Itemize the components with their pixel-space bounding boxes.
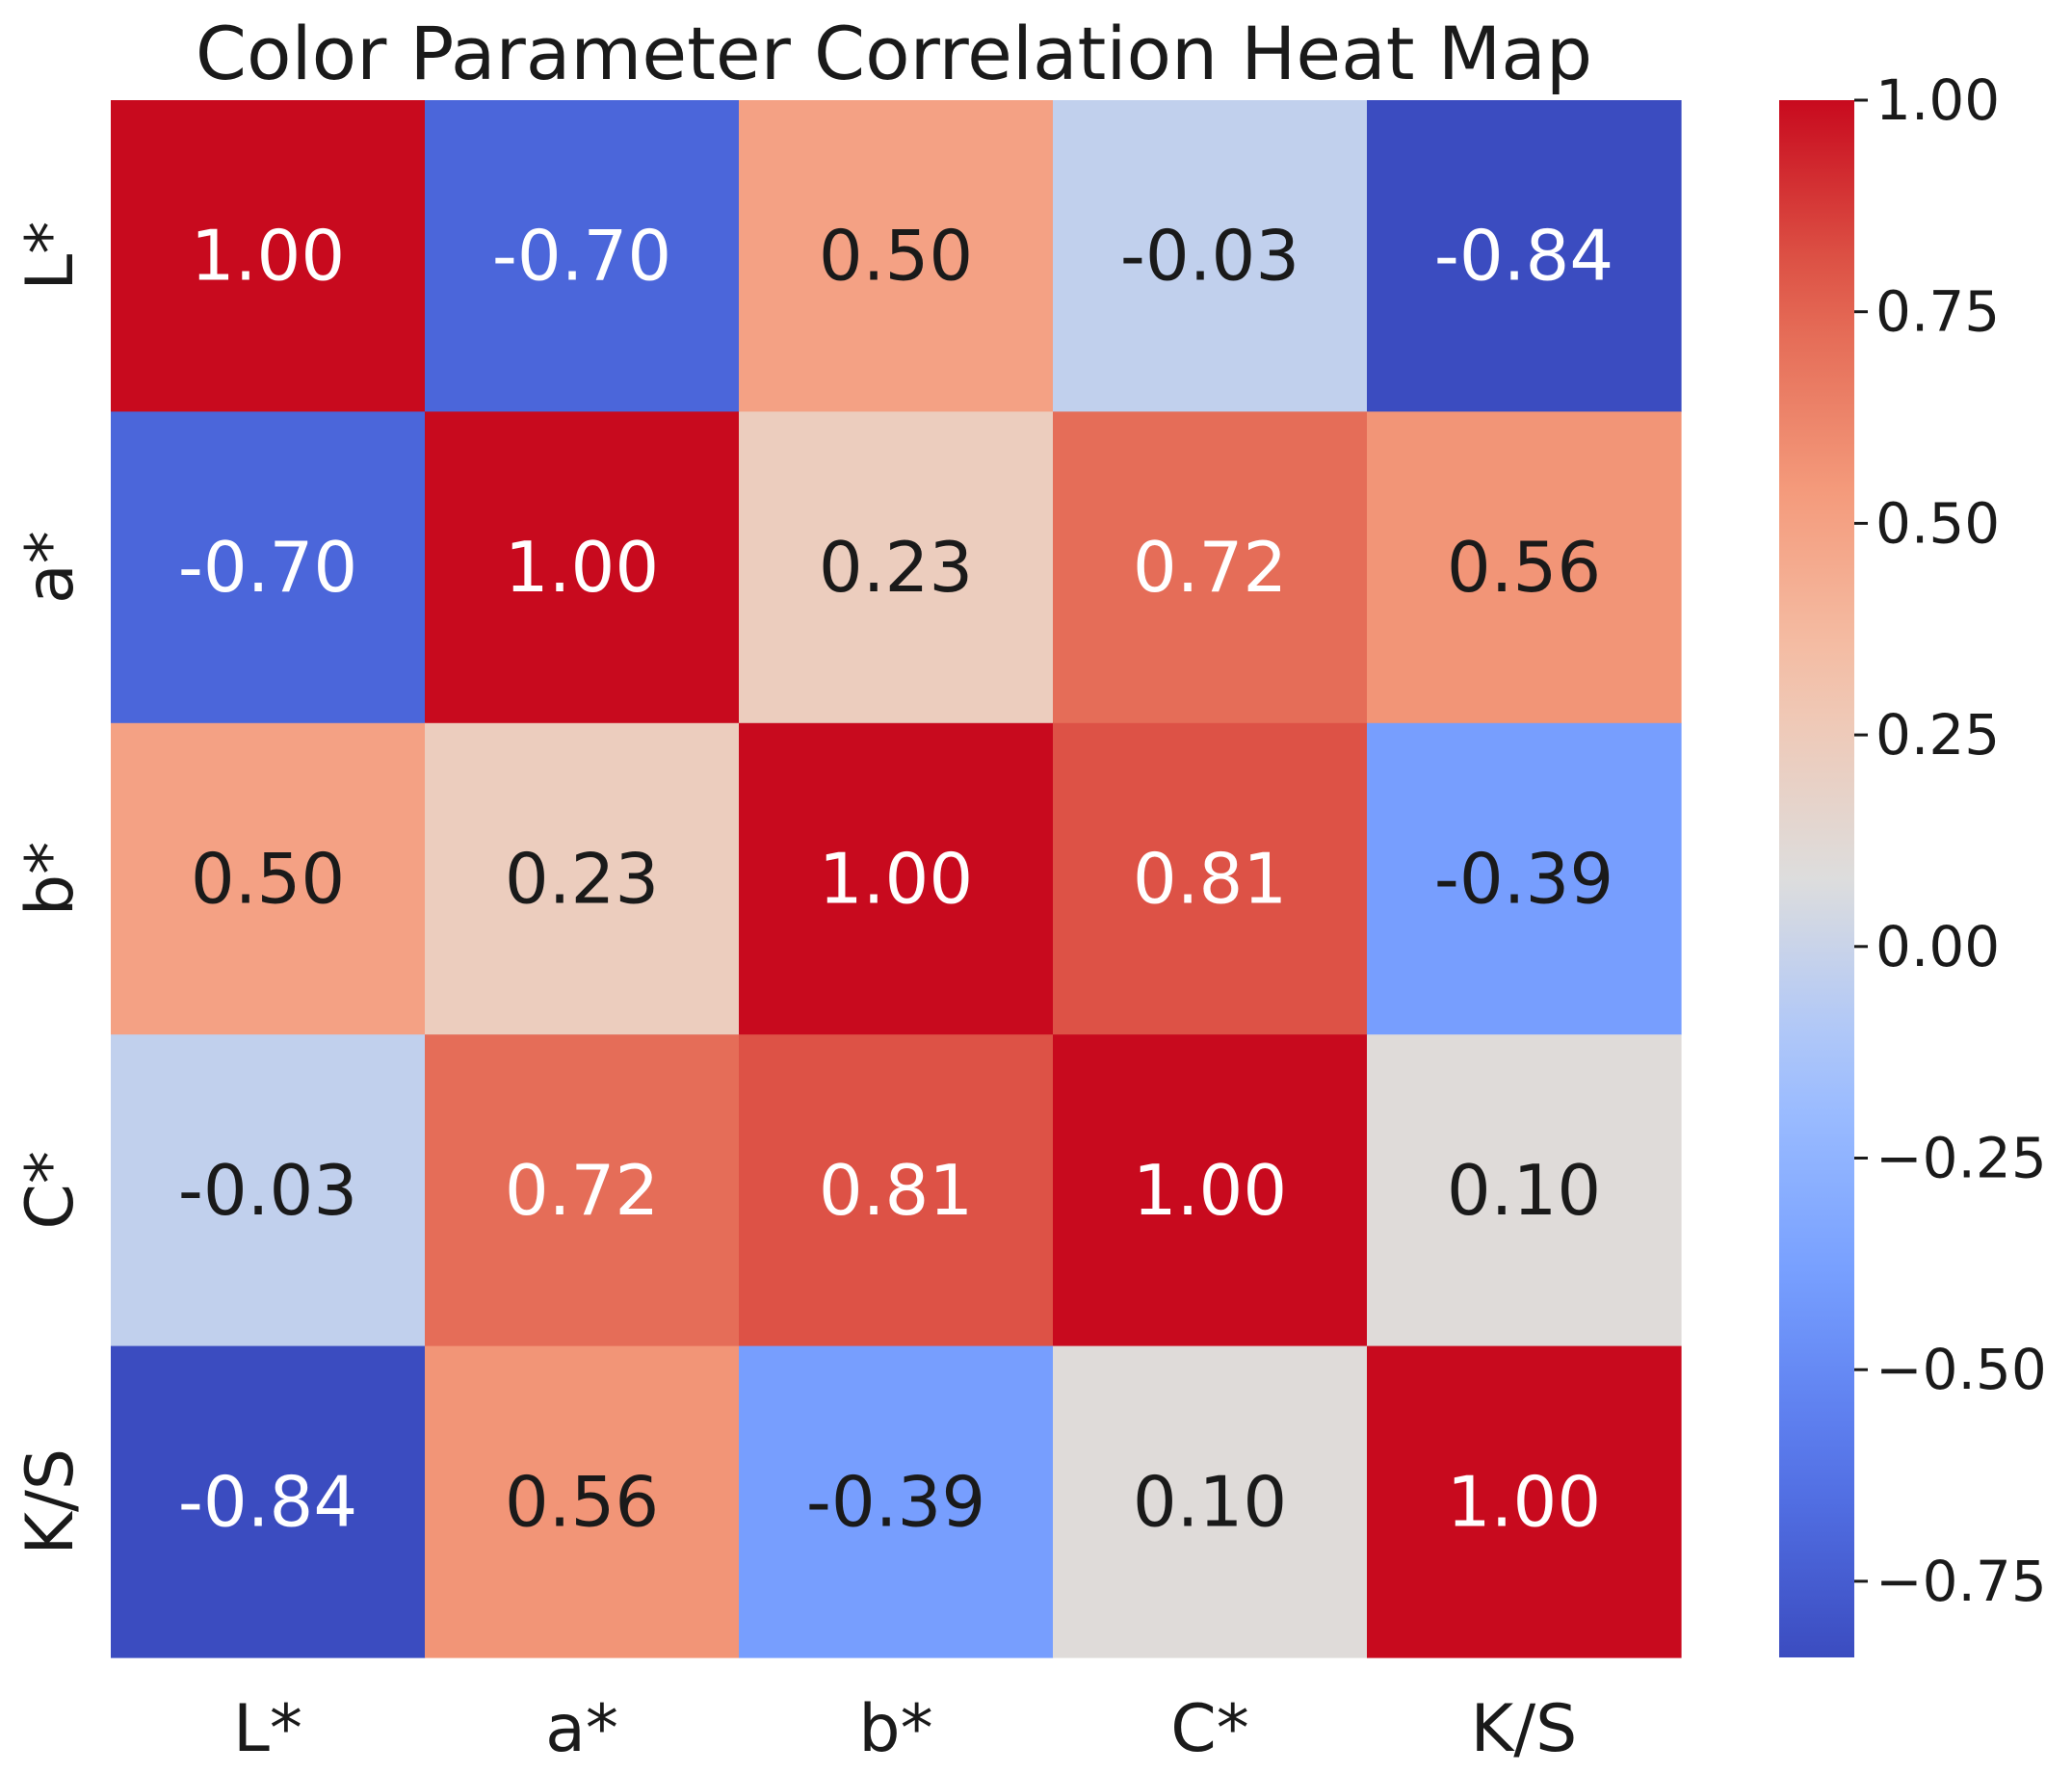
x-tick-label: C* <box>1170 1691 1248 1767</box>
cell-value-label: -0.03 <box>1120 216 1299 297</box>
colorbar-ticks: 1.00 0.75 0.50 0.25 0.00 −0.25 −0.50 −0.75 <box>1854 67 2047 1614</box>
heatmap-value-labels: 1.00 -0.70 0.50 -0.03 -0.84 -0.70 1.00 0.23 0.72… <box>178 216 1613 1543</box>
heatmap-cell <box>425 411 740 724</box>
heatmap-cell <box>1053 722 1368 1035</box>
x-tick-label: b* <box>858 1691 932 1767</box>
cell-value-label: 0.50 <box>819 216 973 297</box>
heatmap-cell <box>739 1345 1054 1658</box>
cell-value-label: 1.00 <box>1447 1461 1601 1542</box>
cell-value-label: 0.56 <box>1447 527 1601 608</box>
heatmap-cell <box>111 100 426 412</box>
heatmap-cell <box>425 722 740 1035</box>
cell-value-label: -0.84 <box>1434 216 1613 297</box>
heatmap-cell <box>111 722 426 1035</box>
y-tick-label: K/S <box>13 1448 89 1555</box>
heatmap-cell <box>1053 100 1368 412</box>
cell-value-label: -0.70 <box>178 527 357 608</box>
heatmap-cell <box>1367 411 1682 724</box>
cell-value-label: 0.23 <box>819 527 973 608</box>
y-tick-label: C* <box>13 1151 89 1229</box>
colorbar-tick-label: −0.50 <box>1875 1337 2047 1402</box>
heatmap-cell <box>1053 1345 1368 1658</box>
heatmap-cell <box>425 1034 740 1347</box>
y-tick-label: L* <box>13 222 89 291</box>
heatmap-cell <box>425 1345 740 1658</box>
x-tick-label: a* <box>545 1691 618 1767</box>
heatmap-cell <box>1367 1345 1682 1658</box>
heatmap-cell <box>425 100 740 412</box>
cell-value-label: 0.50 <box>191 839 345 920</box>
cell-value-label: 1.00 <box>1133 1150 1287 1231</box>
x-tick-label: K/S <box>1471 1691 1578 1767</box>
heatmap-cell <box>111 1034 426 1347</box>
heatmap-cell <box>1053 1034 1368 1347</box>
y-axis-tick-labels: L* a* b* C* K/S <box>13 222 89 1555</box>
cell-value-label: 0.81 <box>819 1150 973 1231</box>
colorbar: 1.00 0.75 0.50 0.25 0.00 −0.25 −0.50 −0.75 <box>1779 67 2047 1657</box>
cell-value-label: 0.10 <box>1133 1461 1287 1542</box>
x-axis-tick-labels: L* a* b* C* K/S <box>233 1691 1577 1767</box>
y-tick-label: a* <box>13 531 89 604</box>
cell-value-label: 0.72 <box>1133 527 1287 608</box>
colorbar-tick-label: 1.00 <box>1875 67 2000 133</box>
cell-value-label: 1.00 <box>191 216 345 297</box>
cell-value-label: 1.00 <box>819 839 973 920</box>
chart-title: Color Parameter Correlation Heat Map <box>196 11 1592 96</box>
x-tick-label: L* <box>233 1691 302 1767</box>
heatmap-cell <box>111 1345 426 1658</box>
cell-value-label: -0.39 <box>806 1461 985 1542</box>
heatmap-cell <box>739 1034 1054 1347</box>
heatmap-cell <box>739 722 1054 1035</box>
heatmap-cell <box>1367 100 1682 412</box>
cell-value-label: 0.72 <box>505 1150 659 1231</box>
cell-value-label: -0.84 <box>178 1461 357 1542</box>
cell-value-label: -0.03 <box>178 1150 357 1231</box>
colorbar-tick-label: 0.25 <box>1875 702 2000 768</box>
cell-value-label: 0.56 <box>505 1461 659 1542</box>
colorbar-tick-label: 0.50 <box>1875 490 2000 556</box>
heatmap-cell <box>1053 411 1368 724</box>
colorbar-tick-label: 0.00 <box>1875 914 2000 979</box>
heatmap-cell <box>1367 1034 1682 1347</box>
colorbar-tick-label: −0.25 <box>1875 1126 2047 1191</box>
cell-value-label: 0.81 <box>1133 839 1287 920</box>
cell-value-label: -0.39 <box>1434 839 1613 920</box>
y-tick-label: b* <box>13 842 89 916</box>
cell-value-label: 1.00 <box>505 527 659 608</box>
cell-value-label: 0.10 <box>1447 1150 1601 1231</box>
colorbar-tick-label: −0.75 <box>1875 1549 2047 1614</box>
heatmap-cell <box>1367 722 1682 1035</box>
heatmap-cell <box>111 411 426 724</box>
cell-value-label: -0.70 <box>492 216 671 297</box>
heatmap-cells <box>111 100 1682 1658</box>
cell-value-label: 0.23 <box>505 839 659 920</box>
heatmap-cell <box>739 100 1054 412</box>
colorbar-gradient <box>1779 100 1854 1657</box>
colorbar-tick-label: 0.75 <box>1875 279 2000 345</box>
heatmap-cell <box>739 411 1054 724</box>
